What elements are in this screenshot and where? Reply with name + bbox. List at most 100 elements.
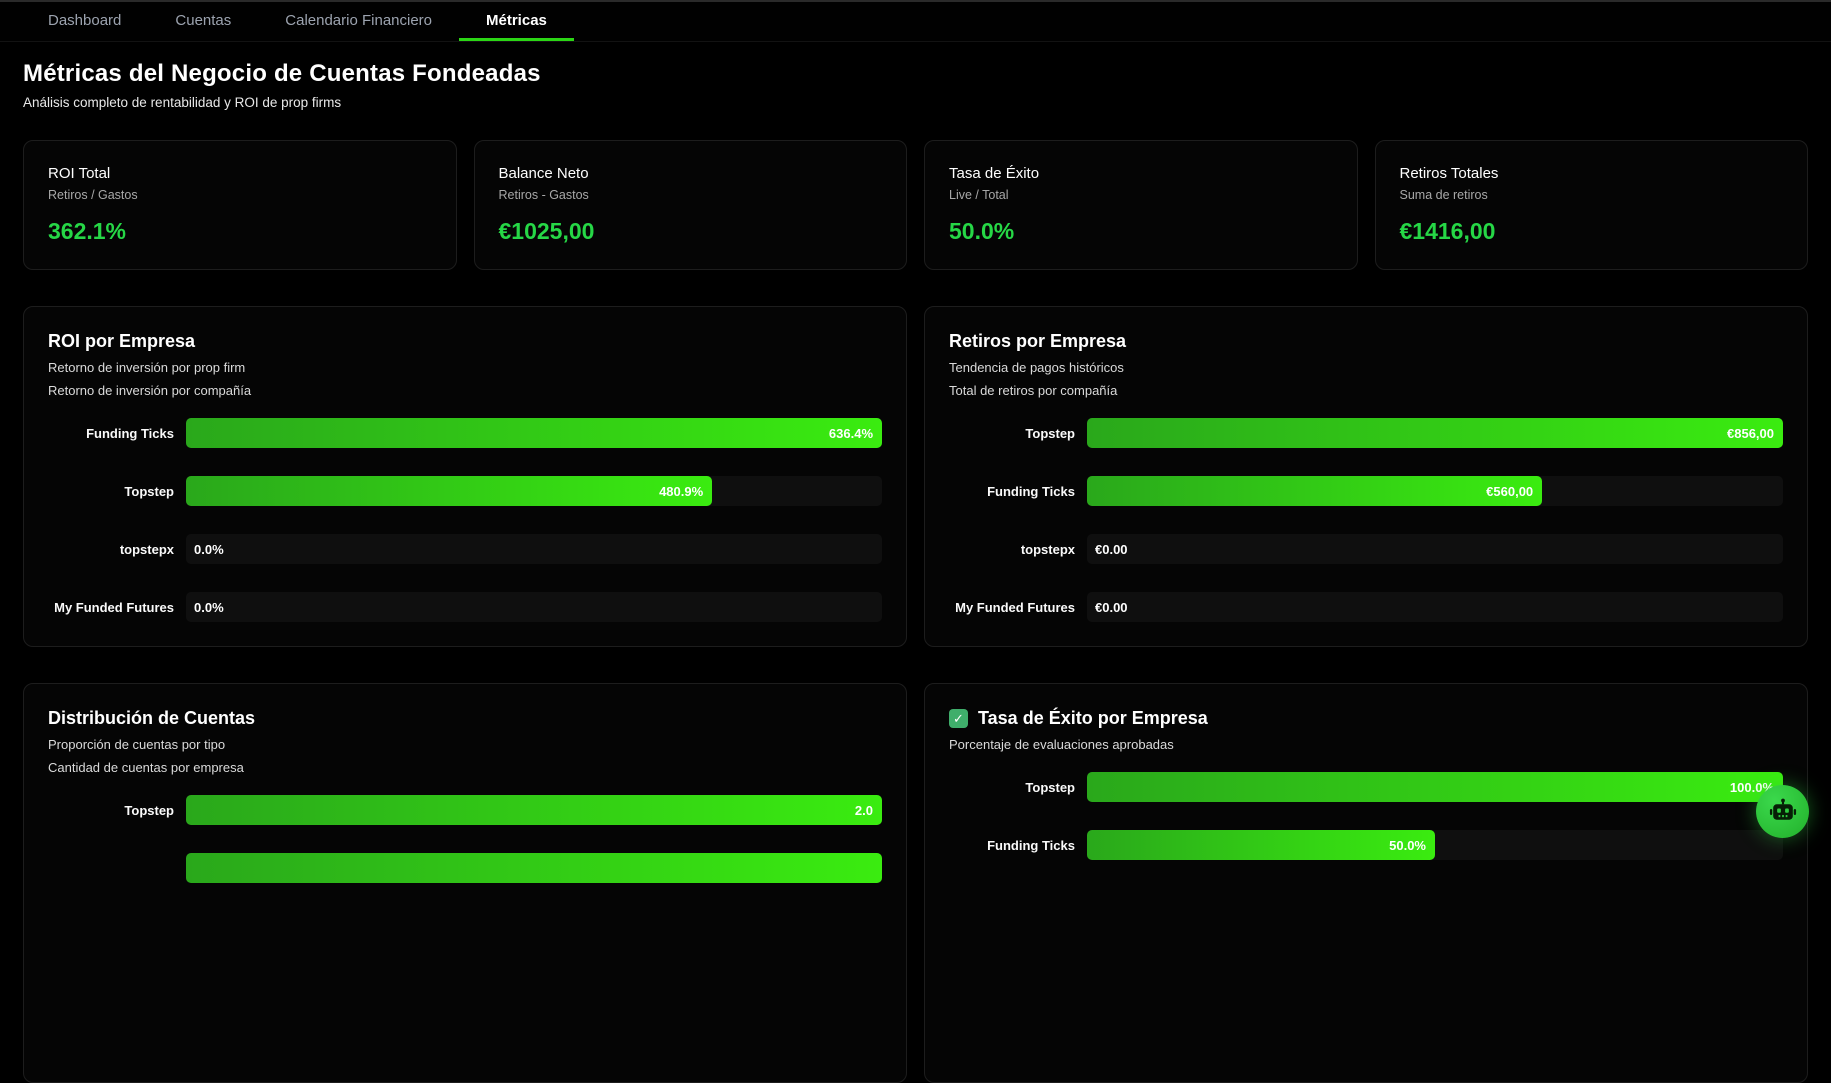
- chatbot-fab[interactable]: [1756, 785, 1809, 838]
- bar-value-label: 0.0%: [194, 541, 224, 557]
- charts-row-1: ROI por Empresa Retorno de inversión por …: [23, 306, 1808, 647]
- bar-track: €0.00: [1087, 592, 1783, 622]
- panel-title-text: ROI por Empresa: [48, 331, 196, 351]
- bar-row-funding-ticks: Funding Ticks 50.0%: [949, 830, 1783, 860]
- bar-value-label: €560,00: [1486, 483, 1534, 499]
- panel-title: Retiros por Empresa: [949, 331, 1783, 352]
- tab-dashboard[interactable]: Dashboard: [48, 11, 122, 29]
- bar-track: 480.9%: [186, 476, 882, 506]
- stat-card-value: €1416,00: [1399, 218, 1496, 244]
- bar-value-label: 480.9%: [659, 483, 704, 499]
- bar: 100.0%: [1087, 772, 1783, 802]
- tab-cuentas[interactable]: Cuentas: [175, 11, 232, 29]
- stat-card-balance-neto: Balance Neto Retiros - Gastos €1025,00: [473, 140, 907, 270]
- bar-chart: Topstep €856,00 Funding Ticks €560,00 topste…: [949, 418, 1783, 622]
- panel-title-text: Tasa de Éxito por Empresa: [978, 708, 1208, 728]
- panel-retiros-por-empresa: Retiros por Empresa Tendencia de pagos hi…: [924, 306, 1808, 647]
- bar-row-topstep: Topstep 2.0: [48, 795, 882, 825]
- panel-tasa-de-xito-por-empresa: ✓ Tasa de Éxito por Empresa Porcentaje de …: [924, 683, 1808, 1083]
- bar-category-label: Topstep: [1025, 779, 1075, 795]
- panel-subtitle: Tendencia de pagos históricos: [949, 360, 1124, 375]
- bar-category-label: Topstep: [124, 802, 174, 818]
- bar-row-topstepx: topstepx 0.0%: [48, 534, 882, 564]
- bar-chart: Topstep 2.0: [48, 795, 882, 883]
- bar-value-label: 636.4%: [828, 425, 873, 441]
- bar-track: 50.0%: [1087, 830, 1783, 860]
- bar: 636.4%: [186, 418, 882, 448]
- bar-track: 636.4%: [186, 418, 882, 448]
- page-title: Métricas del Negocio de Cuentas Fondeada…: [23, 60, 541, 87]
- bar-row-topstepx: topstepx €0.00: [949, 534, 1783, 564]
- stat-cards: ROI Total Retiros / Gastos 362.1% Balance N…: [23, 140, 1808, 270]
- stat-card-subtitle: Retiros / Gastos: [48, 188, 138, 202]
- bar-row-blank: [48, 853, 882, 883]
- robot-icon: [1769, 798, 1797, 826]
- bar-row-funding-ticks: Funding Ticks €560,00: [949, 476, 1783, 506]
- bar-category-label: Funding Ticks: [987, 483, 1075, 499]
- panel-subtitle: Proporción de cuentas por tipo: [48, 737, 226, 752]
- stat-card-title: Tasa de Éxito: [949, 165, 1040, 182]
- stat-card-subtitle: Live / Total: [949, 188, 1009, 202]
- bar-track: €560,00: [1087, 476, 1783, 506]
- stat-card-title: Balance Neto: [498, 165, 589, 182]
- bar-track: €0.00: [1087, 534, 1783, 564]
- bar-category-label: Topstep: [1025, 425, 1075, 441]
- bar-value-label: 100.0%: [1729, 779, 1774, 795]
- stat-card-value: €1025,00: [498, 218, 595, 244]
- bar: 2.0: [186, 795, 882, 825]
- panel-title-text: Retiros por Empresa: [949, 331, 1127, 351]
- bar-row-topstep: Topstep €856,00: [949, 418, 1783, 448]
- bar-chart: Topstep 100.0% Funding Ticks 50.0%: [949, 772, 1783, 860]
- stat-card-subtitle: Suma de retiros: [1399, 188, 1488, 202]
- bar-value-label: 0.0%: [194, 599, 224, 615]
- bar-chart: Funding Ticks 636.4% Topstep 480.9% topstepx…: [48, 418, 882, 622]
- bar-category-label: My Funded Futures: [54, 599, 174, 615]
- panel-subtitle: Retorno de inversión por prop firm: [48, 360, 246, 375]
- bar: 50.0%: [1087, 830, 1435, 860]
- bar-value-label: €0.00: [1095, 599, 1128, 615]
- bar-category-label: Funding Ticks: [86, 425, 174, 441]
- panel-distribuci-n-de-cuentas: Distribución de Cuentas Proporción de cue…: [23, 683, 907, 1083]
- panel-subtitle: Retorno de inversión por compañía: [48, 383, 252, 398]
- panel-title: ROI por Empresa: [48, 331, 882, 352]
- top-nav: Dashboard Cuentas Calendario Financiero Mét…: [0, 2, 1831, 42]
- bar-row-my-funded-futures: My Funded Futures €0.00: [949, 592, 1783, 622]
- bar-track: 100.0%: [1087, 772, 1783, 802]
- bar: [186, 853, 882, 883]
- panel-roi-por-empresa: ROI por Empresa Retorno de inversión por …: [23, 306, 907, 647]
- panel-title: ✓ Tasa de Éxito por Empresa: [949, 708, 1783, 729]
- panel-title: Distribución de Cuentas: [48, 708, 882, 729]
- bar-category-label: My Funded Futures: [955, 599, 1075, 615]
- bar-category-label: topstepx: [119, 541, 174, 557]
- stat-card-value: 50.0%: [949, 218, 1015, 244]
- stat-card-title: ROI Total: [48, 165, 111, 182]
- bar-row-topstep: Topstep 100.0%: [949, 772, 1783, 802]
- bar-track: 0.0%: [186, 592, 882, 622]
- stat-card-roi-total: ROI Total Retiros / Gastos 362.1%: [23, 140, 457, 270]
- tab-calendario-financiero[interactable]: Calendario Financiero: [285, 11, 433, 29]
- page-subtitle: Análisis completo de rentabilidad y ROI …: [23, 95, 342, 110]
- stat-card-value: 362.1%: [48, 218, 127, 244]
- panel-subtitle: Porcentaje de evaluaciones aprobadas: [949, 737, 1174, 752]
- bar-row-funding-ticks: Funding Ticks 636.4%: [48, 418, 882, 448]
- bar: €856,00: [1087, 418, 1783, 448]
- bar-value-label: 2.0: [854, 802, 873, 818]
- bar-value-label: €856,00: [1727, 425, 1774, 441]
- bar-row-my-funded-futures: My Funded Futures 0.0%: [48, 592, 882, 622]
- bar-value-label: 50.0%: [1389, 837, 1426, 853]
- panel-subtitle: Total de retiros por compañía: [949, 383, 1118, 398]
- tab-m-tricas[interactable]: Métricas: [459, 2, 574, 41]
- charts-row-2: Distribución de Cuentas Proporción de cue…: [23, 683, 1808, 1083]
- stat-card-tasa-de-xito: Tasa de Éxito Live / Total 50.0%: [924, 140, 1358, 270]
- bar-track: €856,00: [1087, 418, 1783, 448]
- checkbox-icon: ✓: [949, 709, 968, 728]
- bar-category-label: Funding Ticks: [987, 837, 1075, 853]
- bar-track: 0.0%: [186, 534, 882, 564]
- bar-track: 2.0: [186, 795, 882, 825]
- bar-value-label: €0.00: [1095, 541, 1128, 557]
- bar-category-label: Topstep: [124, 483, 174, 499]
- bar: €560,00: [1087, 476, 1543, 506]
- bar-row-topstep: Topstep 480.9%: [48, 476, 882, 506]
- panel-subtitle: Cantidad de cuentas por empresa: [48, 760, 244, 775]
- bar: 480.9%: [186, 476, 713, 506]
